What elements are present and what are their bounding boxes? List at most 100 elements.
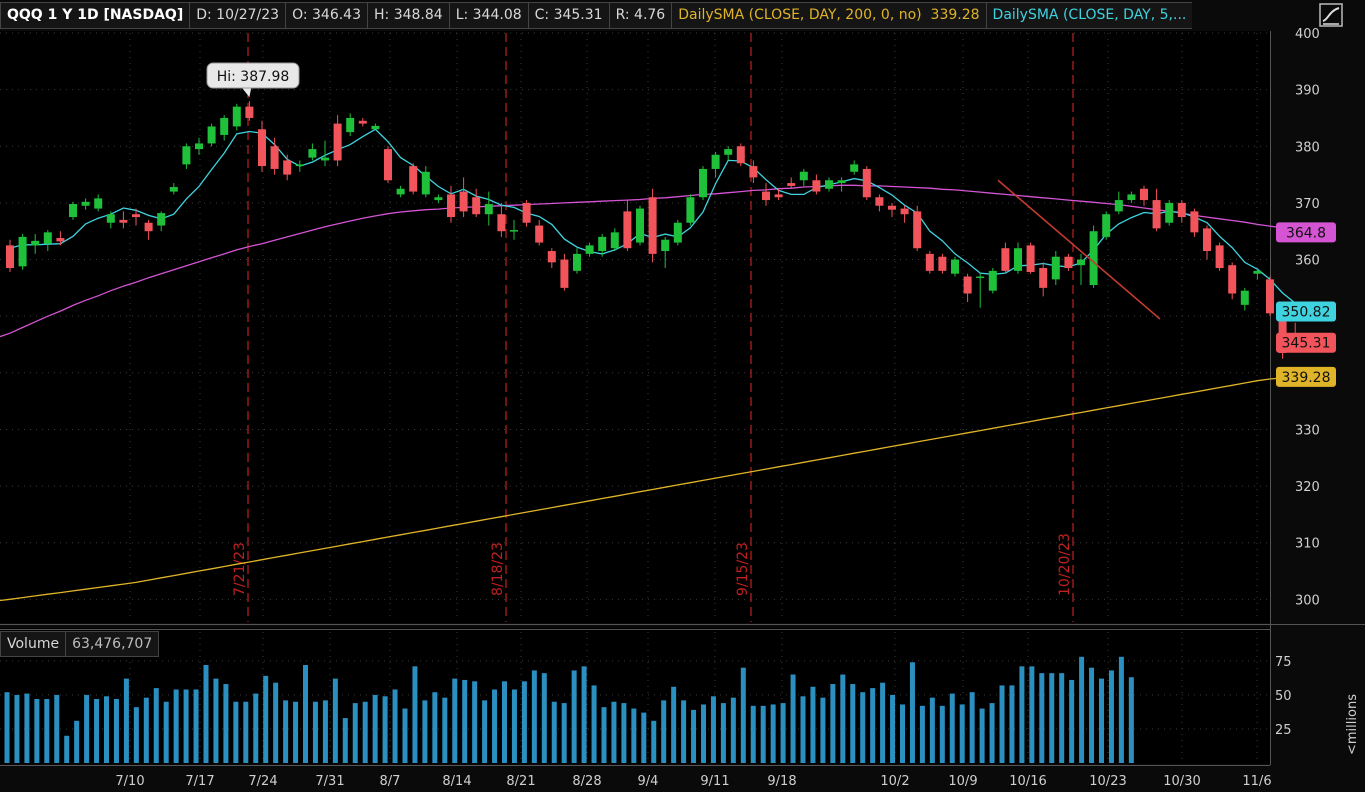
candle-body: [724, 149, 733, 155]
candle-body: [1039, 268, 1048, 288]
candle-body: [699, 168, 707, 198]
candle-body: [1190, 211, 1199, 233]
candle-body: [421, 171, 430, 195]
candle-body: [81, 201, 90, 206]
volume-bar: [909, 662, 915, 763]
candle-body: [976, 276, 985, 279]
volume-bar: [830, 684, 836, 763]
candle-body: [888, 205, 896, 210]
candle-body: [825, 180, 833, 189]
candle-body: [1177, 202, 1186, 218]
volume-bar: [24, 693, 30, 763]
volume-bar: [342, 718, 348, 763]
candle-body: [384, 149, 392, 181]
date-tick-label: 8/14: [442, 774, 471, 789]
volume-bars: [4, 656, 1134, 763]
volume-bar: [84, 694, 90, 763]
candle-body: [560, 259, 569, 288]
volume-bar: [442, 697, 448, 763]
volume-bar: [402, 708, 408, 763]
volume-bar: [561, 703, 567, 763]
volume-bar: [362, 701, 368, 763]
candle-body: [447, 194, 455, 218]
volume-bar: [1108, 670, 1114, 763]
volume-bar: [641, 712, 647, 763]
candle-body: [686, 197, 695, 223]
date-tick-label: 9/4: [638, 774, 659, 789]
candle-body: [1203, 228, 1211, 252]
volume-tick-label: 75: [1275, 655, 1292, 670]
volume-bar: [74, 720, 80, 763]
volume-bar: [223, 684, 229, 763]
candle-body: [547, 251, 556, 263]
trendline-segment: [997, 179, 1161, 320]
candle-body: [371, 125, 380, 130]
price-tag: [1276, 301, 1336, 322]
price-tag: [1276, 366, 1336, 387]
volume-bar: [890, 694, 896, 763]
sma200-legend[interactable]: DailySMA (CLOSE, DAY, 200, 0, no) 339.28: [672, 2, 987, 29]
volume-bar: [870, 688, 876, 763]
date-tick-label: 10/30: [1163, 774, 1200, 789]
volume-bar: [760, 705, 766, 763]
volume-bar: [104, 696, 109, 763]
price-tick-label: 380: [1295, 140, 1320, 155]
candle-body: [157, 213, 166, 226]
volume-bar: [203, 664, 209, 763]
volume-bar: [293, 701, 299, 763]
candle-body: [6, 245, 14, 269]
volume-bar: [541, 673, 547, 763]
candle-body: [333, 123, 342, 161]
volume-bar: [412, 666, 418, 763]
date-tick-label: 9/18: [767, 774, 796, 789]
date-tick-label: 7/31: [315, 774, 344, 789]
candle-body: [132, 214, 140, 218]
sma5-legend[interactable]: DailySMA (CLOSE, DAY, 5,...: [986, 2, 1193, 29]
low-readout: L: 344.08: [449, 2, 529, 29]
chart-header: QQQ 1 Y 1D [NASDAQ] D: 10/27/23 O: 346.4…: [0, 0, 1365, 31]
candle-body: [358, 120, 367, 124]
volume-bar: [631, 708, 637, 763]
price-tag-label: 350.82: [1282, 305, 1331, 321]
candle-body: [396, 188, 405, 195]
candle-body: [598, 236, 607, 252]
volume-unit-label: <millions: [1345, 694, 1360, 755]
volume-bar: [482, 700, 488, 763]
candle-body: [472, 197, 481, 215]
price-tag: [1276, 222, 1336, 243]
trendline[interactable]: [997, 179, 1161, 320]
candle-body: [661, 239, 670, 252]
date-readout: D: 10/27/23: [190, 2, 287, 29]
volume-bar: [193, 689, 199, 763]
candle-body: [119, 219, 128, 223]
volume-label: Volume: [0, 631, 67, 657]
drawing-tool-icon[interactable]: [1319, 3, 1343, 27]
volume-bar: [681, 700, 687, 763]
candlesticks[interactable]: [6, 101, 1300, 359]
date-tick-label: 7/17: [185, 774, 214, 789]
candle-body: [43, 232, 52, 244]
symbol-label[interactable]: QQQ 1 Y 1D [NASDAQ]: [0, 2, 191, 29]
volume-bar: [263, 675, 269, 763]
volume-bar: [939, 705, 945, 763]
volume-bar: [64, 735, 70, 763]
volume-bar: [1069, 679, 1075, 763]
date-tick-label: 8/28: [572, 774, 601, 789]
volume-bar: [253, 693, 259, 763]
volume-bar: [502, 681, 507, 763]
high-callout-box: [206, 62, 300, 89]
volume-bar: [44, 699, 50, 763]
volume-tick-label: 50: [1275, 689, 1292, 704]
open-readout: O: 346.43: [286, 2, 368, 29]
volume-bar: [492, 689, 498, 763]
volume-bar: [740, 667, 746, 763]
candle-body: [1266, 279, 1274, 314]
price-tag-label: 364.8: [1286, 225, 1326, 241]
candle-body: [1215, 245, 1224, 269]
candle-body: [1089, 231, 1098, 286]
candle-body: [648, 197, 657, 254]
volume-bar: [113, 699, 119, 763]
date-tick-label: 7/10: [115, 774, 144, 789]
sma200-legend-label: DailySMA (CLOSE, DAY, 200, 0, no): [678, 7, 922, 23]
